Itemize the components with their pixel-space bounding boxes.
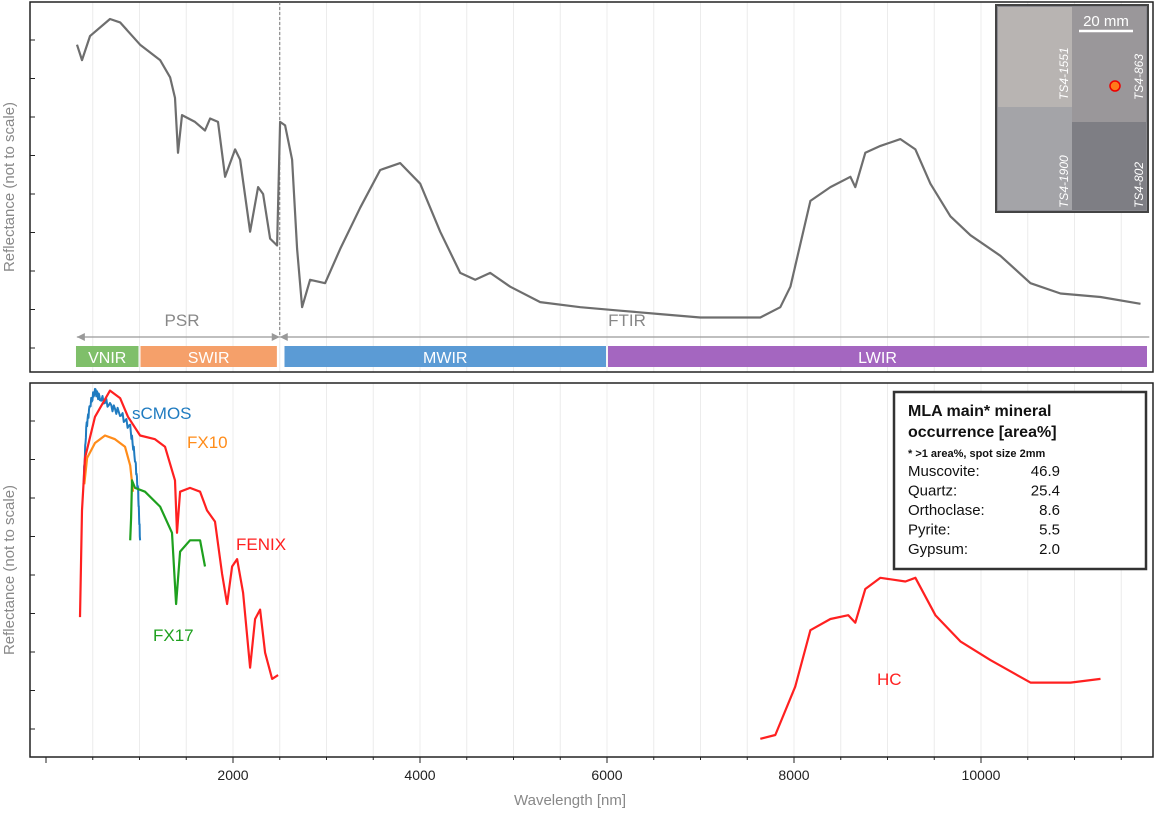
mineral-name: Gypsum: bbox=[908, 541, 968, 558]
band-label-mwir: MWIR bbox=[423, 350, 467, 367]
sample-tile-ts4-1551 bbox=[998, 7, 1072, 107]
mineral-box-title: occurrence [area%] bbox=[908, 424, 1057, 441]
series-line-fenix bbox=[78, 389, 279, 681]
sample-label: TS4-802 bbox=[1132, 162, 1146, 208]
top-frame bbox=[29, 1, 1154, 373]
x-tick-label: 2000 bbox=[217, 767, 248, 783]
band-mwir bbox=[284, 346, 606, 367]
sample-label: TS4-1551 bbox=[1057, 47, 1071, 100]
mineral-value: 2.0 bbox=[1039, 541, 1060, 558]
sample-tile-ts4-802 bbox=[1072, 122, 1146, 210]
series-line-psr-ftir bbox=[75, 17, 1141, 319]
arrowhead-icon bbox=[271, 333, 280, 341]
band-label-lwir: LWIR bbox=[858, 350, 897, 367]
mineral-name: Orthoclase: bbox=[908, 502, 985, 519]
band-label-vnir: VNIR bbox=[88, 350, 126, 367]
series-line-fx17 bbox=[129, 479, 207, 606]
mineral-occurrence-box: MLA main* mineral occurrence [area%] * >1 … bbox=[892, 390, 1148, 571]
band-lwir bbox=[608, 346, 1147, 367]
mineral-value: 8.6 bbox=[1039, 502, 1060, 519]
band-label-swir: SWIR bbox=[188, 350, 230, 367]
series-label-fx10: FX10 bbox=[187, 433, 228, 452]
arrowhead-icon bbox=[76, 333, 85, 341]
band-vnir bbox=[75, 346, 139, 367]
series-label-fenix: FENIX bbox=[236, 535, 286, 554]
series-line-fx10 bbox=[83, 434, 135, 492]
top-y-axis-label: Reflectance (not to scale) bbox=[1, 102, 18, 272]
mineral-name: Pyrite: bbox=[908, 522, 951, 539]
arrowhead-icon bbox=[279, 333, 288, 341]
mineral-box-note: * >1 area%, spot size 2mm bbox=[908, 448, 1045, 460]
series-line-scmos bbox=[82, 387, 142, 541]
series-label-fx17: FX17 bbox=[153, 626, 194, 645]
series-label-hc: HC bbox=[877, 670, 902, 689]
x-axis-label: Wavelength [nm] bbox=[514, 792, 626, 809]
scale-bar-label: 20 mm bbox=[1083, 13, 1129, 30]
spot-marker bbox=[1109, 80, 1121, 92]
sample-tile-ts4-1900 bbox=[998, 107, 1072, 210]
bottom-frame bbox=[29, 382, 1154, 758]
bottom-y-axis-label: Reflectance (not to scale) bbox=[1, 485, 18, 655]
range-label-psr: PSR bbox=[165, 311, 200, 330]
mineral-name: Muscovite: bbox=[908, 463, 980, 480]
x-tick-label: 4000 bbox=[404, 767, 435, 783]
sample-photo-inset: 20 mm TS4-1551 TS4-863 TS4-1900 TS4-802 bbox=[995, 4, 1149, 213]
series-label-scmos: sCMOS bbox=[132, 404, 192, 423]
sample-label: TS4-1900 bbox=[1057, 155, 1071, 208]
sample-label: TS4-863 bbox=[1132, 54, 1146, 100]
x-tick-label: 8000 bbox=[778, 767, 809, 783]
bottom-plot-area: Reflectance (not to scale) 2000 4000 6000 80… bbox=[1, 382, 1154, 809]
mineral-value: 5.5 bbox=[1039, 522, 1060, 539]
mineral-value: 25.4 bbox=[1031, 483, 1060, 500]
mineral-name: Quartz: bbox=[908, 483, 957, 500]
range-label-ftir: FTIR bbox=[608, 311, 646, 330]
sample-tile-ts4-863 bbox=[1072, 7, 1146, 122]
series-line-hc bbox=[760, 576, 1101, 740]
mineral-value: 46.9 bbox=[1031, 463, 1060, 480]
top-plot-area: Reflectance (not to scale) PSR FTIR VNIR SWI… bbox=[1, 1, 1154, 373]
x-tick-label: 10000 bbox=[962, 767, 1001, 783]
mineral-box-frame bbox=[892, 390, 1148, 571]
band-swir bbox=[140, 346, 277, 367]
mineral-box-title: MLA main* mineral bbox=[908, 403, 1051, 420]
x-tick-label: 6000 bbox=[591, 767, 622, 783]
